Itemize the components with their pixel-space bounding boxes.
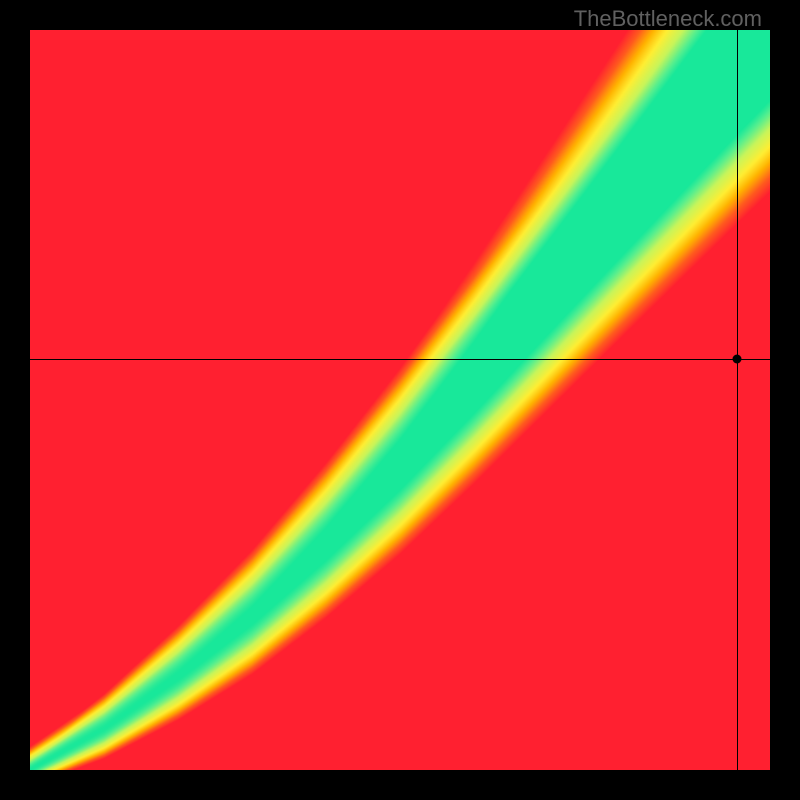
crosshair-vertical-line <box>737 30 738 770</box>
crosshair-horizontal-line <box>30 359 770 360</box>
heatmap-canvas <box>30 30 770 770</box>
crosshair-marker-dot <box>732 355 741 364</box>
bottleneck-heatmap-plot <box>30 30 770 770</box>
watermark-text: TheBottleneck.com <box>574 6 762 32</box>
